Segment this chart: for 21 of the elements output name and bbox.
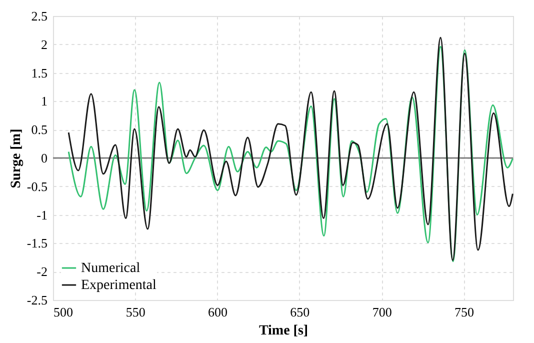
x-axis-title: Time [s] [258,324,308,338]
x-tick-label: 550 [126,304,146,320]
legend-label: Experimental [81,278,157,293]
y-tick-label: 2 [41,36,48,52]
y-tick-label: 1.5 [31,65,48,80]
y-tick-label: -2.5 [26,292,48,308]
y-tick-label: -1 [36,207,48,222]
y-tick-label: 0.5 [31,122,48,138]
y-tick-label: 1 [41,94,48,109]
x-tick-label: 750 [454,304,474,320]
y-tick-label: -2 [36,264,48,280]
x-tick-label: 600 [208,304,228,320]
y-tick-label: 0 [41,150,48,166]
y-tick-label: -1.5 [26,236,48,251]
legend-label: Numerical [81,261,140,276]
y-tick-label: -0.5 [26,178,48,194]
x-tick-label: 650 [290,304,310,320]
y-tick-label: 2.5 [31,8,48,24]
y-axis-title: Surge [m] [8,128,24,188]
x-tick-label: 500 [54,304,73,320]
x-tick-label: 700 [372,304,392,320]
